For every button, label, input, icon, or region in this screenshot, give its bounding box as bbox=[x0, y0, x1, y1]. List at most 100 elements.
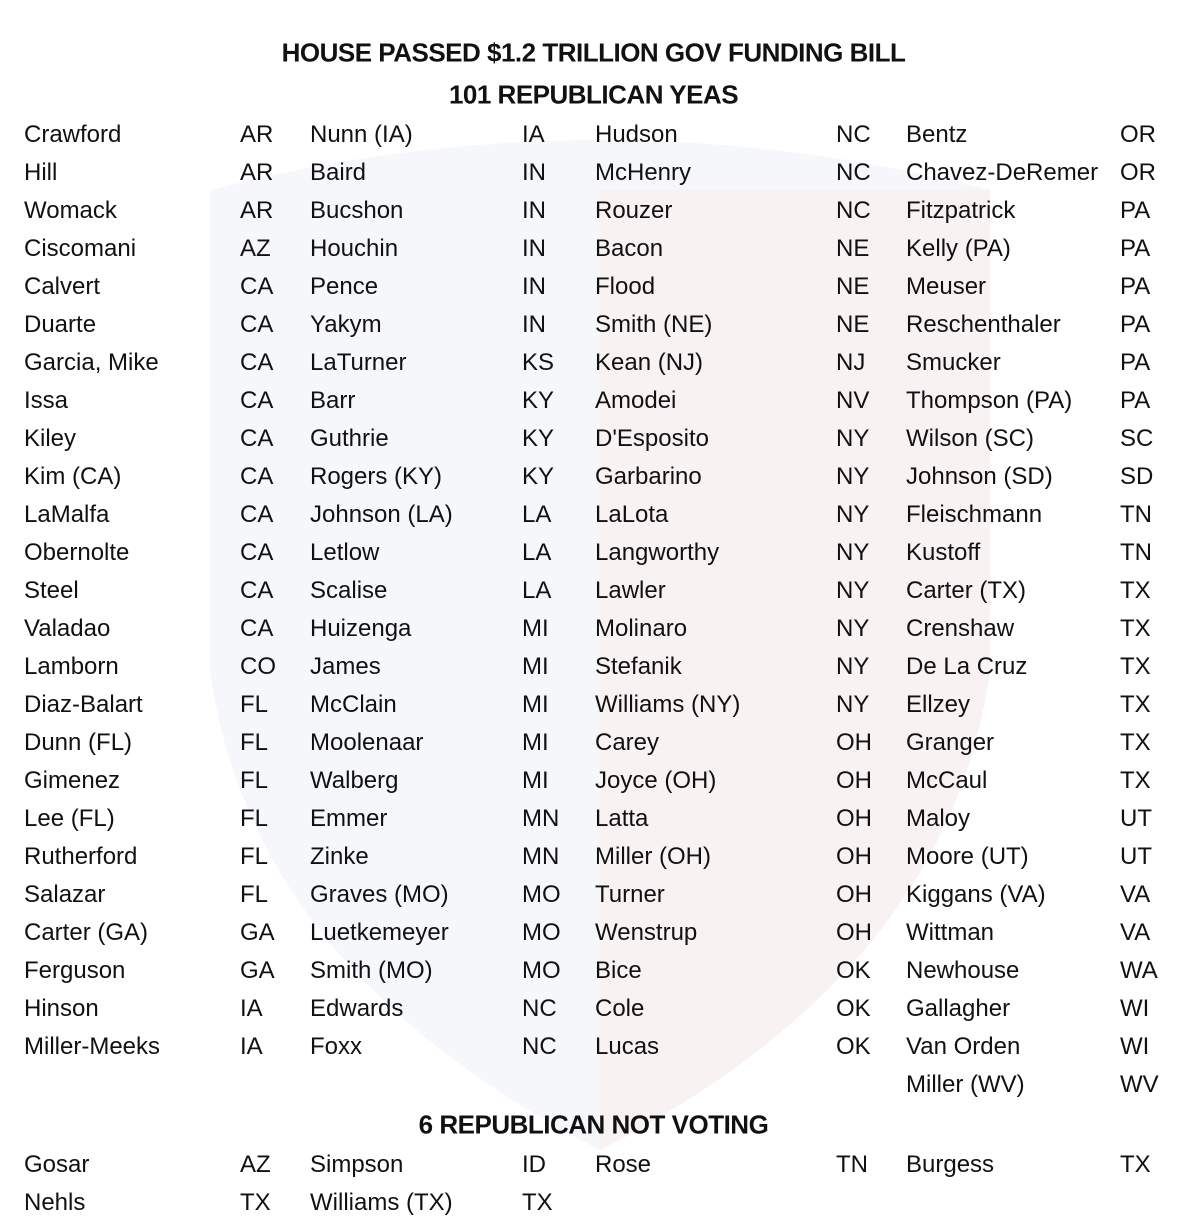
member-name: Rutherford bbox=[24, 843, 138, 870]
member-name: Moore (UT) bbox=[906, 843, 1029, 870]
member-state: PA bbox=[1120, 311, 1151, 338]
member-state: LA bbox=[522, 501, 552, 528]
member-state: CA bbox=[240, 615, 274, 642]
member-name: Miller-Meeks bbox=[24, 1033, 161, 1060]
member-state: OH bbox=[836, 729, 872, 756]
member-name: Reschenthaler bbox=[906, 311, 1061, 338]
member-state: UT bbox=[1120, 843, 1152, 870]
member-state: AR bbox=[240, 159, 274, 186]
member-state: AZ bbox=[240, 235, 271, 262]
member-state: SD bbox=[1120, 463, 1154, 490]
member-name: LaTurner bbox=[310, 349, 407, 376]
member-name: Stefanik bbox=[595, 653, 682, 680]
member-state: GA bbox=[240, 957, 275, 984]
member-state: NY bbox=[836, 577, 870, 604]
member-name: Rouzer bbox=[595, 197, 673, 224]
member-name: Burgess bbox=[906, 1151, 995, 1178]
member-state: NE bbox=[836, 273, 870, 300]
member-name: Gimenez bbox=[24, 767, 121, 794]
member-name: McHenry bbox=[595, 159, 692, 186]
member-name: Maloy bbox=[906, 805, 971, 832]
member-state: PA bbox=[1120, 387, 1151, 414]
member-state: TN bbox=[1120, 539, 1152, 566]
member-state: NY bbox=[836, 653, 870, 680]
member-name: Lawler bbox=[595, 577, 666, 604]
member-state: PA bbox=[1120, 235, 1151, 262]
member-name: Amodei bbox=[595, 387, 677, 414]
member-name: Turner bbox=[595, 881, 665, 908]
not-voting-heading: 6 REPUBLICAN NOT VOTING bbox=[418, 1109, 769, 1140]
member-state: AZ bbox=[240, 1151, 271, 1178]
member-name: Newhouse bbox=[906, 957, 1020, 984]
member-state: VA bbox=[1120, 881, 1151, 908]
member-name: Joyce (OH) bbox=[595, 767, 717, 794]
member-state: MI bbox=[522, 615, 549, 642]
member-state: MI bbox=[522, 653, 549, 680]
member-name: LaLota bbox=[595, 501, 669, 528]
member-name: Crawford bbox=[24, 121, 122, 148]
member-state: NC bbox=[836, 197, 871, 224]
member-name: Wittman bbox=[906, 919, 995, 946]
member-state: MN bbox=[522, 805, 560, 832]
member-state: MI bbox=[522, 729, 549, 756]
member-state: WI bbox=[1120, 1033, 1150, 1060]
member-name: Bucshon bbox=[310, 197, 404, 224]
member-name: Kim (CA) bbox=[24, 463, 122, 490]
member-state: NY bbox=[836, 425, 870, 452]
member-name: Huizenga bbox=[310, 615, 412, 642]
member-state: TX bbox=[522, 1189, 553, 1216]
member-state: FL bbox=[240, 767, 269, 794]
member-name: Rose bbox=[595, 1151, 652, 1178]
member-state: CA bbox=[240, 425, 274, 452]
member-name: Yakym bbox=[310, 311, 382, 338]
member-state: OK bbox=[836, 1033, 871, 1060]
member-name: Nunn (IA) bbox=[310, 121, 413, 148]
member-state: OK bbox=[836, 957, 871, 984]
member-name: Meuser bbox=[906, 273, 987, 300]
member-name: Houchin bbox=[310, 235, 399, 262]
member-name: Granger bbox=[906, 729, 995, 756]
member-state: TN bbox=[1120, 501, 1152, 528]
member-state: AR bbox=[240, 197, 274, 224]
member-state: NC bbox=[522, 1033, 557, 1060]
member-state: NY bbox=[836, 501, 870, 528]
member-name: Flood bbox=[595, 273, 656, 300]
member-state: NY bbox=[836, 691, 870, 718]
member-name: D'Esposito bbox=[595, 425, 709, 452]
member-state: NY bbox=[836, 615, 870, 642]
member-name: Garbarino bbox=[595, 463, 702, 490]
member-state: OK bbox=[836, 995, 871, 1022]
member-name: James bbox=[310, 653, 381, 680]
member-state: TX bbox=[240, 1189, 271, 1216]
member-name: Baird bbox=[310, 159, 367, 186]
member-state: PA bbox=[1120, 349, 1151, 376]
member-name: Issa bbox=[24, 387, 69, 414]
member-name: Crenshaw bbox=[906, 615, 1015, 642]
member-name: Langworthy bbox=[595, 539, 720, 566]
member-state: MI bbox=[522, 691, 549, 718]
yeas-heading: 101 REPUBLICAN YEAS bbox=[448, 79, 739, 110]
member-name: Smith (NE) bbox=[595, 311, 713, 338]
member-name: Williams (NY) bbox=[595, 691, 741, 718]
member-name: LaMalfa bbox=[24, 501, 110, 528]
member-name: Chavez-DeRemer bbox=[906, 159, 1099, 186]
member-state: TX bbox=[1120, 767, 1151, 794]
member-state: IN bbox=[522, 159, 546, 186]
member-name: Letlow bbox=[310, 539, 380, 566]
member-state: FL bbox=[240, 691, 269, 718]
member-name: Smith (MO) bbox=[310, 957, 433, 984]
member-state: PA bbox=[1120, 273, 1151, 300]
member-state: FL bbox=[240, 843, 269, 870]
member-name: McCaul bbox=[906, 767, 988, 794]
member-state: NC bbox=[836, 121, 871, 148]
member-name: Miller (OH) bbox=[595, 843, 711, 870]
member-name: Simpson bbox=[310, 1151, 404, 1178]
member-state: CO bbox=[240, 653, 276, 680]
member-state: OH bbox=[836, 805, 872, 832]
member-state: TX bbox=[1120, 577, 1151, 604]
member-state: OH bbox=[836, 881, 872, 908]
member-name: Kustoff bbox=[906, 539, 981, 566]
member-name: Miller (WV) bbox=[906, 1071, 1025, 1098]
member-name: Ellzey bbox=[906, 691, 971, 718]
member-name: Pence bbox=[310, 273, 379, 300]
